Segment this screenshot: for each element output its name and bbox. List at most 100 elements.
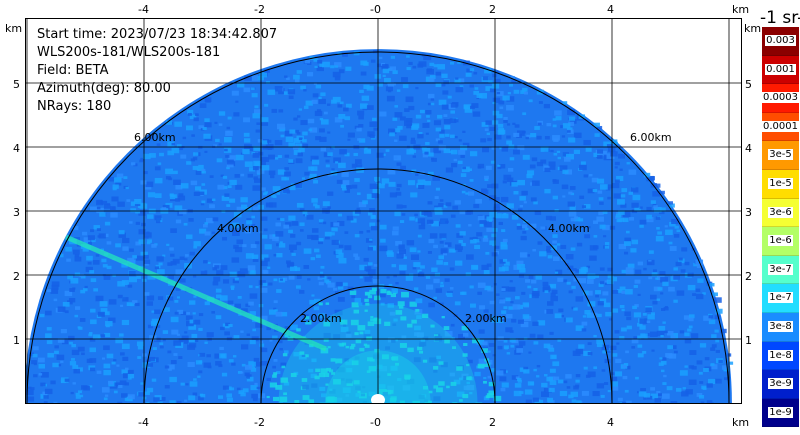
speckle [483,235,488,239]
speckle [288,215,296,221]
speckle [530,223,537,228]
speckle [516,130,525,136]
speckle [77,346,85,352]
right-y-tick: 5 [745,78,752,91]
speckle [406,240,415,246]
speckle [484,221,492,228]
speckle [630,248,637,253]
speckle [508,306,514,310]
speckle [535,275,542,280]
speckle [244,206,252,212]
speckle [358,115,364,120]
speckle [656,330,665,337]
speckle [207,261,211,264]
speckle [342,282,348,286]
speckle [618,210,625,215]
speckle [353,51,360,56]
speckle [380,238,386,243]
speckle [639,224,644,228]
speckle [395,282,399,285]
speckle [417,234,422,238]
speckle [209,175,214,178]
speckle [616,342,620,345]
speckle [511,182,518,187]
speckle [369,121,378,127]
speckle [204,118,210,123]
speckle [593,220,599,224]
speckle [240,197,248,203]
speckle [392,117,398,121]
speckle [354,178,360,182]
speckle [72,287,76,290]
speckle [532,321,539,326]
speckle [408,61,413,65]
speckle [673,350,678,354]
speckle [186,125,193,131]
speckle [218,123,223,126]
speckle [243,138,251,143]
scan-info-block: Start time: 2023/07/23 18:34:42.807 WLS2… [37,26,277,116]
speckle [541,391,549,397]
speckle [146,387,154,393]
speckle [333,334,341,340]
speckle [113,177,122,183]
speckle [176,401,182,403]
speckle [106,203,110,206]
speckle [422,359,428,363]
speckle [65,246,72,252]
speckle [294,79,300,83]
speckle [502,95,510,101]
speckle [354,297,362,303]
speckle [525,227,529,231]
speckle [399,249,407,255]
speckle [396,204,403,209]
speckle [411,254,419,260]
speckle [584,309,591,315]
speckle [658,362,664,366]
speckle [390,293,397,298]
speckle [372,188,380,194]
speckle [175,198,181,202]
speckle [660,308,666,312]
speckle [603,141,611,147]
speckle [296,241,302,246]
speckle [302,210,308,215]
speckle [330,358,336,362]
speckle [360,60,368,66]
speckle [547,255,553,259]
speckle [637,344,643,348]
speckle [452,250,456,253]
speckle [619,402,624,403]
speckle [189,251,195,256]
speckle [536,399,544,403]
speckle [622,211,631,218]
speckle [127,394,135,400]
speckle [483,362,491,367]
speckle [389,192,397,198]
speckle [40,371,49,378]
speckle [519,205,523,208]
speckle [54,350,59,355]
speckle [198,125,204,130]
speckle [120,304,124,307]
speckle [519,341,526,346]
speckle [168,275,174,280]
speckle [311,358,317,363]
speckle [265,203,270,207]
speckle [176,296,180,299]
speckle [173,179,181,185]
speckle [240,392,246,397]
speckle [389,66,397,71]
speckle [364,291,371,296]
ppi-plot-area[interactable] [25,18,742,404]
speckle [261,360,268,366]
range-ring [26,51,730,403]
speckle [57,306,66,312]
speckle [470,151,478,157]
speckle [233,244,239,249]
speckle [625,365,631,370]
speckle [293,183,300,187]
speckle [572,268,577,272]
speckle [400,165,407,170]
speckle [680,269,686,273]
